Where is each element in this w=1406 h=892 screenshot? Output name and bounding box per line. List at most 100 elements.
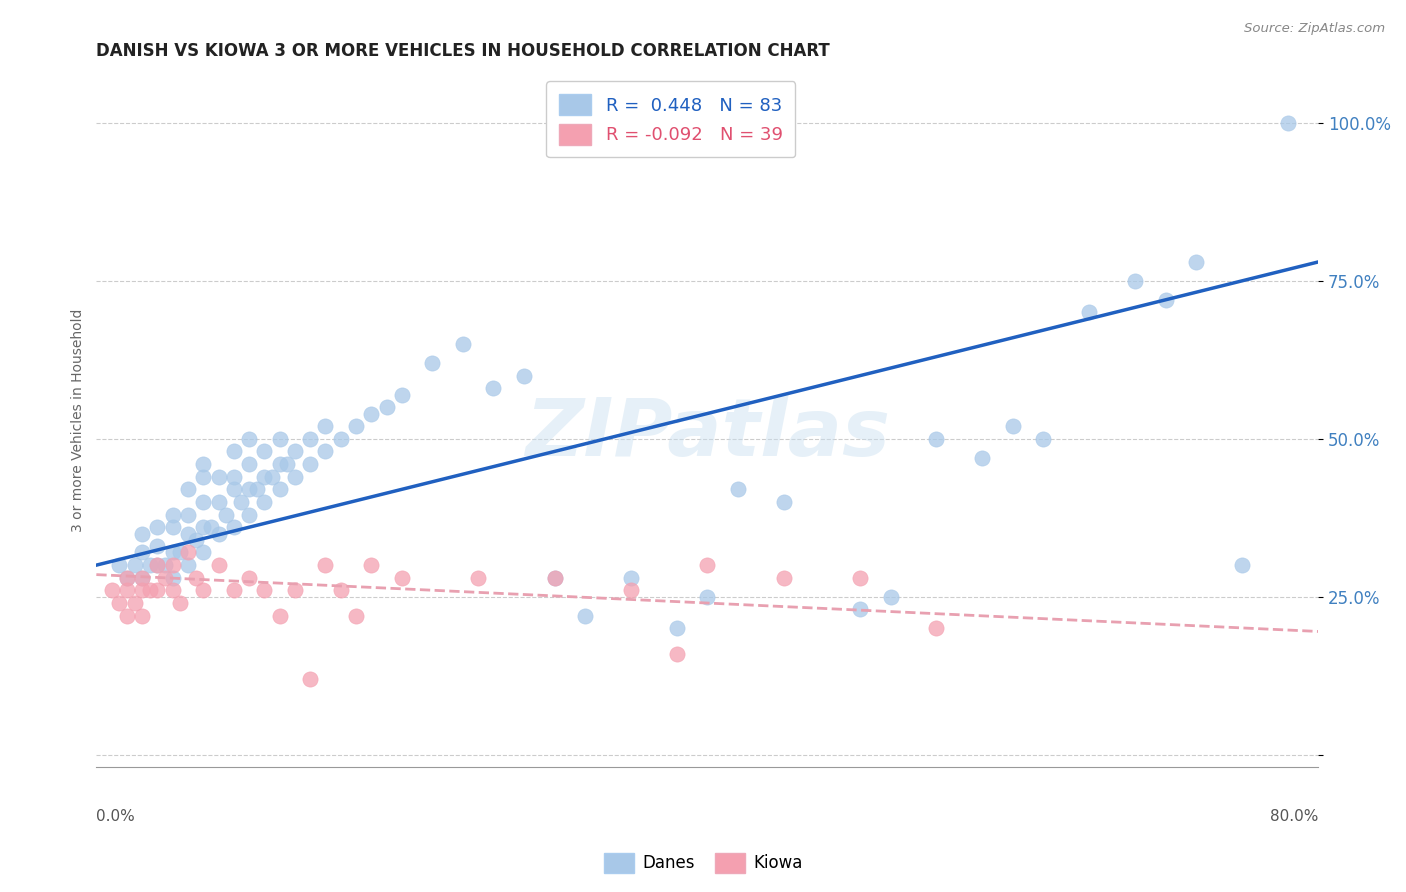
Point	[314, 558, 336, 573]
Point	[451, 337, 474, 351]
Point	[131, 545, 153, 559]
Point	[162, 508, 184, 522]
Point	[422, 356, 444, 370]
Point	[177, 483, 200, 497]
Point	[329, 583, 352, 598]
Point	[284, 469, 307, 483]
Point	[253, 583, 276, 598]
Point	[299, 432, 322, 446]
Point	[177, 508, 200, 522]
Point	[391, 387, 413, 401]
Point	[696, 590, 718, 604]
Point	[253, 444, 276, 458]
Point	[665, 621, 688, 635]
Point	[146, 558, 169, 573]
Point	[115, 571, 138, 585]
Point	[193, 457, 215, 471]
Point	[222, 583, 245, 598]
Point	[177, 545, 200, 559]
Point	[193, 583, 215, 598]
Point	[100, 583, 122, 598]
Point	[222, 520, 245, 534]
Point	[269, 457, 291, 471]
Point	[849, 571, 872, 585]
Point	[269, 432, 291, 446]
Point	[222, 483, 245, 497]
Point	[146, 558, 169, 573]
Point	[184, 533, 207, 547]
Point	[177, 526, 200, 541]
Point	[849, 602, 872, 616]
Point	[299, 457, 322, 471]
Point	[193, 495, 215, 509]
Point	[253, 495, 276, 509]
Point	[344, 419, 367, 434]
Point	[314, 444, 336, 458]
Text: 0.0%: 0.0%	[97, 809, 135, 824]
Point	[139, 558, 162, 573]
Point	[260, 469, 283, 483]
Point	[131, 583, 153, 598]
Point	[482, 381, 505, 395]
Point	[108, 558, 131, 573]
Point	[222, 444, 245, 458]
Point	[276, 457, 298, 471]
Point	[193, 545, 215, 559]
Point	[207, 558, 229, 573]
Point	[207, 526, 229, 541]
Legend: R =  0.448   N = 83, R = -0.092   N = 39: R = 0.448 N = 83, R = -0.092 N = 39	[546, 81, 796, 158]
Point	[169, 545, 191, 559]
Text: DANISH VS KIOWA 3 OR MORE VEHICLES IN HOUSEHOLD CORRELATION CHART: DANISH VS KIOWA 3 OR MORE VEHICLES IN HO…	[97, 42, 830, 60]
Point	[375, 401, 398, 415]
Point	[467, 571, 489, 585]
Point	[543, 571, 565, 585]
Point	[772, 495, 794, 509]
Point	[925, 432, 948, 446]
Point	[162, 545, 184, 559]
Point	[177, 558, 200, 573]
Point	[238, 508, 260, 522]
Point	[1078, 305, 1101, 319]
Point	[772, 571, 794, 585]
Point	[238, 432, 260, 446]
Text: 80.0%: 80.0%	[1270, 809, 1319, 824]
Point	[1277, 116, 1299, 130]
Point	[574, 608, 596, 623]
Point	[246, 483, 269, 497]
Point	[162, 583, 184, 598]
Point	[124, 596, 146, 610]
Point	[284, 444, 307, 458]
Point	[360, 407, 382, 421]
Point	[238, 571, 260, 585]
Point	[314, 419, 336, 434]
Point	[153, 558, 176, 573]
Point	[131, 608, 153, 623]
Point	[115, 583, 138, 598]
Point	[391, 571, 413, 585]
Point	[284, 583, 307, 598]
Point	[146, 520, 169, 534]
Point	[620, 571, 643, 585]
Point	[162, 520, 184, 534]
Point	[146, 583, 169, 598]
Point	[253, 469, 276, 483]
Point	[1032, 432, 1054, 446]
Point	[108, 596, 131, 610]
Point	[269, 483, 291, 497]
Point	[1185, 255, 1208, 269]
Point	[153, 571, 176, 585]
Y-axis label: 3 or more Vehicles in Household: 3 or more Vehicles in Household	[72, 308, 86, 532]
Point	[329, 432, 352, 446]
Point	[131, 526, 153, 541]
Point	[543, 571, 565, 585]
Point	[665, 647, 688, 661]
Point	[162, 558, 184, 573]
Point	[139, 583, 162, 598]
Point	[131, 571, 153, 585]
Point	[1123, 274, 1146, 288]
Legend: Danes, Kiowa: Danes, Kiowa	[598, 847, 808, 880]
Point	[207, 495, 229, 509]
Point	[124, 558, 146, 573]
Point	[222, 469, 245, 483]
Point	[1001, 419, 1024, 434]
